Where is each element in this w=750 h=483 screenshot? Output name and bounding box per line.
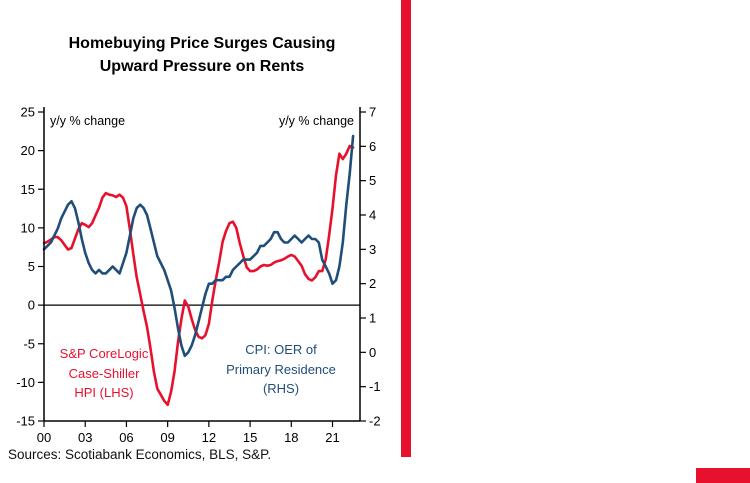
x-axis-tick-label: 06 (119, 430, 133, 445)
right-axis-tick-label: 3 (369, 242, 376, 257)
x-axis-tick-label: 03 (78, 430, 92, 445)
right-axis-tick-label: -2 (369, 414, 381, 429)
left-axis-tick-label: 10 (21, 220, 35, 235)
sources-note: Sources: Scotiabank Economics, BLS, S&P. (8, 447, 272, 462)
left-axis-tick-label: 0 (28, 298, 35, 313)
series-label-hpi: S&P CoreLogic Case-Shiller HPI (LHS) (59, 346, 149, 400)
accent-stripe (401, 0, 411, 457)
x-axis-tick-label: 00 (37, 430, 51, 445)
x-axis-tick-label: 12 (202, 430, 216, 445)
right-axis-tick-label: 0 (369, 345, 376, 360)
left-axis-tick-label: 25 (21, 105, 35, 120)
left-axis-tick-label: 15 (21, 182, 35, 197)
x-axis-tick-label: 09 (160, 430, 174, 445)
left-axis-tick-label: -10 (16, 375, 35, 390)
right-axis-tick-label: 7 (369, 105, 376, 120)
x-axis-tick-label: 21 (325, 430, 339, 445)
series-line-hpi (42, 144, 355, 407)
left-axis-tick-label: -15 (16, 414, 35, 429)
left-axis-unit-label: y/y % change (50, 114, 125, 128)
right-axis-tick-label: 6 (369, 139, 376, 154)
series-line-oer (42, 134, 355, 358)
x-axis-tick-label: 15 (243, 430, 257, 445)
series-label-oer: CPI: OER of Primary Residence (RHS) (226, 342, 336, 396)
right-axis-tick-label: 4 (369, 208, 376, 223)
accent-corner-block (696, 468, 750, 483)
left-axis-tick-label: 5 (28, 259, 35, 274)
x-axis-tick-label: 18 (284, 430, 298, 445)
right-axis-tick-label: 2 (369, 276, 376, 291)
right-axis-tick-label: -1 (369, 379, 381, 394)
left-axis-tick-label: -5 (23, 336, 35, 351)
right-axis-tick-label: 5 (369, 173, 376, 188)
right-axis-tick-label: 1 (369, 311, 376, 326)
left-axis-tick-label: 20 (21, 143, 35, 158)
chart-title: Homebuying Price Surges Causing Upward P… (68, 35, 336, 76)
right-axis-unit-label: y/y % change (279, 114, 354, 128)
